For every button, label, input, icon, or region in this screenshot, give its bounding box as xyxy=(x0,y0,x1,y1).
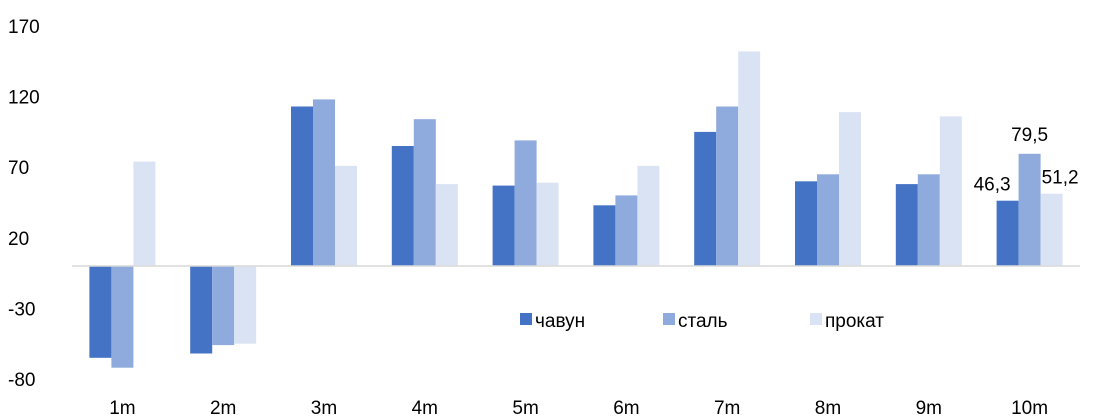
x-tick-label: 5m xyxy=(512,398,538,419)
bar-прокат-8m xyxy=(839,112,861,266)
legend-swatch-чавун xyxy=(520,313,532,325)
data-label: 46,3 xyxy=(974,175,1011,196)
bar-чавун-3m xyxy=(291,106,313,267)
data-label: 79,5 xyxy=(1011,125,1048,146)
legend-label: чавун xyxy=(535,311,585,332)
bar-сталь-10m xyxy=(1018,153,1041,267)
legend: чавун сталь прокат xyxy=(520,311,884,332)
x-tick-label: 9m xyxy=(916,398,942,419)
bar-чавун-5m xyxy=(492,185,515,267)
bar-чавун-9m xyxy=(895,184,918,266)
y-tick-label: 20 xyxy=(8,229,29,250)
bar-прокат-7m xyxy=(738,51,761,267)
bar-прокат-9m xyxy=(939,116,962,267)
bar-прокат-6m xyxy=(637,165,660,267)
x-tick-label: 2m xyxy=(210,398,236,419)
bar-чавун-7m xyxy=(694,131,717,266)
x-tick-label: 1m xyxy=(109,398,135,419)
bar-сталь-7m xyxy=(716,106,739,267)
bar-сталь-8m xyxy=(817,174,839,267)
y-tick-label: 70 xyxy=(8,158,29,179)
x-tick-label: 7m xyxy=(714,398,740,419)
bar-чавун-4m xyxy=(391,146,414,266)
x-tick-label: 10m xyxy=(1011,398,1048,419)
x-tick-label: 4m xyxy=(412,398,438,419)
y-tick-label: 120 xyxy=(8,88,40,109)
bar-сталь-9m xyxy=(917,174,940,267)
bar-прокат-10m xyxy=(1040,193,1063,266)
legend-label: сталь xyxy=(678,311,728,332)
bar-сталь-6m xyxy=(615,195,638,266)
bar-сталь-1m xyxy=(111,266,134,368)
data-label: 51,2 xyxy=(1042,168,1079,189)
bar-чавун-2m xyxy=(190,266,213,354)
bar-прокат-1m xyxy=(133,161,156,267)
bar-чавун-10m xyxy=(996,200,1019,267)
bar-чавун-6m xyxy=(593,205,616,266)
y-tick-label: 170 xyxy=(8,17,40,38)
bar-сталь-3m xyxy=(313,99,335,267)
bar-сталь-5m xyxy=(514,140,537,267)
bar-прокат-4m xyxy=(435,184,458,266)
legend-swatch-сталь xyxy=(663,313,675,325)
x-tick-label: 6m xyxy=(613,398,639,419)
x-tick-label: 3m xyxy=(311,398,337,419)
x-tick-label: 8m xyxy=(815,398,841,419)
legend-swatch-прокат xyxy=(810,313,822,325)
bar-прокат-5m xyxy=(536,182,559,266)
bar-прокат-3m xyxy=(335,165,357,267)
legend-label: прокат xyxy=(825,311,884,332)
bar-сталь-2m xyxy=(212,266,235,346)
bar-прокат-2m xyxy=(234,266,257,344)
y-tick-label: -80 xyxy=(8,370,35,391)
bar-чавун-8m xyxy=(795,181,817,266)
y-tick-label: -30 xyxy=(8,299,35,320)
bar-сталь-4m xyxy=(413,119,436,266)
bars-group xyxy=(89,51,1063,368)
bar-чавун-1m xyxy=(89,266,112,358)
